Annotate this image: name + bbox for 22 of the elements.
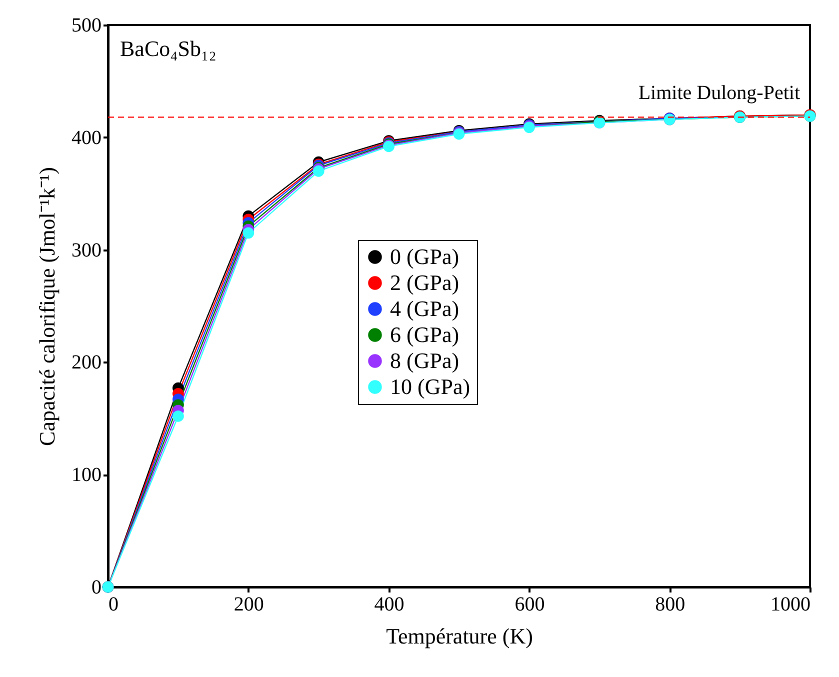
y-tick-label: 0 [92,576,102,598]
ref-line-label: Limite Dulong-Petit [638,82,800,104]
x-tick-label: 600 [514,594,545,616]
x-tick-label: 1000 [770,594,810,616]
annotation: BaCo₄Sb₁₂ [120,36,216,61]
y-axis-title: Capacité calorifique (Jmol⁻¹k⁻¹) [34,167,60,446]
y-tick-label: 500 [72,14,102,36]
x-axis-title: Température (K) [386,624,533,648]
legend-label: 10 (GPa) [390,374,470,399]
y-tick-label: 400 [72,126,102,149]
x-tick-label: 400 [374,594,404,616]
x-tick-label: 200 [234,594,264,616]
legend-label: 8 (GPa) [390,348,460,373]
x-tick-label: 0 [108,594,118,616]
legend-label: 0 (GPa) [390,244,460,269]
y-tick-label: 200 [72,352,102,374]
legend-label: 6 (GPa) [390,322,460,347]
y-tick-label: 300 [72,239,102,262]
legend-label: 2 (GPa) [390,270,460,295]
legend-label: 4 (GPa) [390,296,460,321]
x-tick-label: 800 [655,594,686,616]
y-tick-label: 100 [72,464,102,486]
